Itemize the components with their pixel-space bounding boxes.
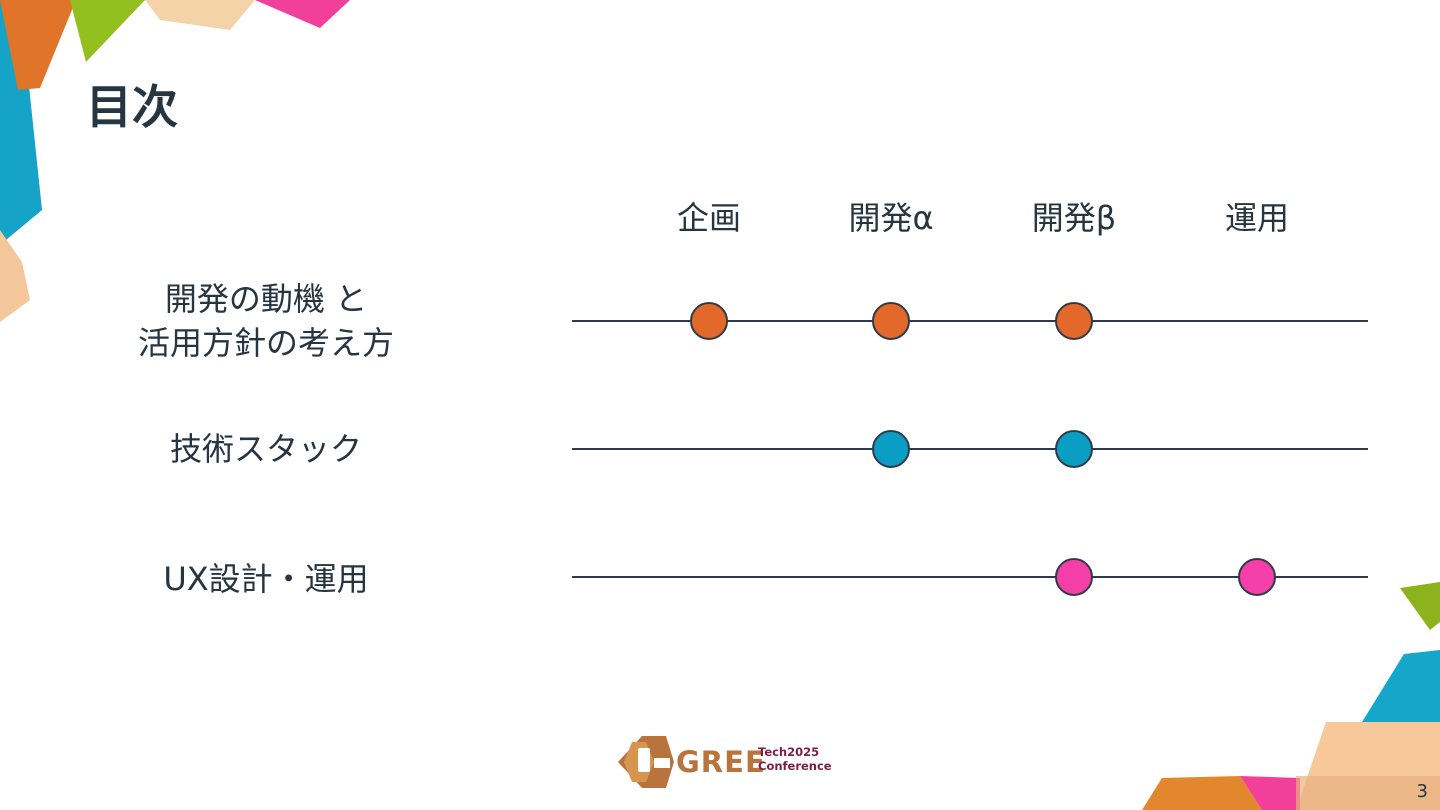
phase-header-dev-beta: 開発β (1031, 199, 1117, 237)
logo-tech-block: Tech2025 Conference (758, 745, 832, 773)
deco-blue-right (1362, 650, 1440, 722)
phase-header-dev-alpha: 開発α (848, 199, 934, 237)
deco-blue-strip (0, 0, 42, 245)
row-label-motivation: 開発の動機 と 活用方針の考え方 (106, 277, 426, 365)
row-label-line: 技術スタック (169, 430, 362, 468)
phase-dot (1055, 430, 1093, 468)
row-label-line: 開発の動機 と (164, 280, 368, 318)
deco-peach-top (145, 0, 255, 30)
phase-dot (872, 302, 910, 340)
phase-dot (1238, 558, 1276, 596)
row-label-ux-ops: UX設計・運用 (106, 557, 426, 601)
deco-orange-bottom (1142, 776, 1262, 810)
phase-dot (690, 302, 728, 340)
gree-logo-icon (618, 736, 674, 788)
phase-dot (1055, 558, 1093, 596)
phase-dot (872, 430, 910, 468)
phase-header-operation: 運用 (1224, 199, 1289, 237)
logo-name: GREE (676, 745, 766, 779)
logo-tech: Tech (758, 745, 788, 759)
logo-conference: Conference (758, 759, 832, 773)
deco-green-right (1400, 582, 1440, 630)
page-title: 目次 (86, 80, 178, 134)
deco-peach-bottom (1296, 776, 1440, 810)
deco-orange-top (0, 0, 76, 90)
page-number: 3 (1416, 781, 1428, 802)
phase-header-planning: 企画 (676, 199, 741, 237)
deco-peach-left (0, 230, 30, 322)
row-label-tech-stack: 技術スタック (106, 427, 426, 471)
row-label-line: UX設計・運用 (163, 560, 369, 598)
logo-year: 2025 (787, 745, 820, 759)
deco-green-top (70, 0, 145, 62)
phase-dot (1055, 302, 1093, 340)
deco-pink-top (255, 0, 350, 28)
deco-pink-bottom (1240, 776, 1300, 810)
row-label-line: 活用方針の考え方 (137, 324, 394, 362)
